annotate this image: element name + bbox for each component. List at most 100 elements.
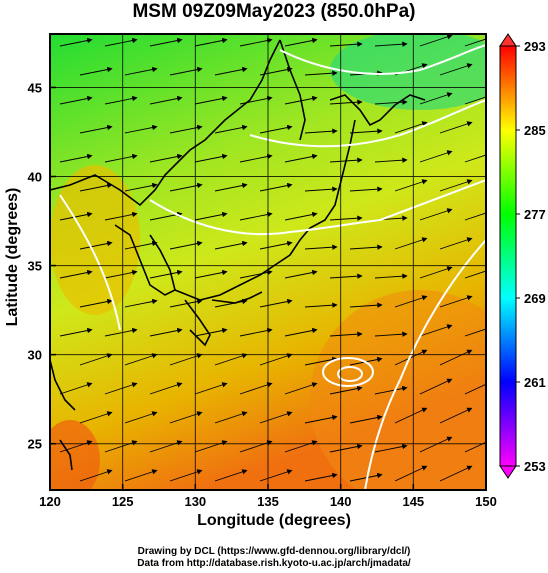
streamline xyxy=(214,124,248,134)
x-tick-label: 150 xyxy=(475,494,497,509)
streamline xyxy=(169,353,203,366)
streamline xyxy=(284,211,318,221)
streamline xyxy=(464,96,486,105)
streamline xyxy=(394,465,428,482)
streamline xyxy=(464,441,486,453)
streamline xyxy=(59,95,93,105)
streamline xyxy=(259,240,293,250)
x-tick-label: 135 xyxy=(257,494,279,509)
streamline xyxy=(79,182,113,192)
streamline xyxy=(239,37,273,47)
streamline xyxy=(419,436,453,453)
streamline xyxy=(149,382,183,395)
colorbar-tick-label: 253 xyxy=(524,459,546,474)
streamline xyxy=(104,95,138,105)
streamline xyxy=(374,443,408,453)
streamline xyxy=(374,157,408,163)
streamline xyxy=(419,34,453,47)
graticule xyxy=(50,34,486,490)
streamline xyxy=(304,128,338,134)
colorbar: 293 285 277 269 261 253 xyxy=(499,33,546,479)
streamline xyxy=(214,411,248,424)
streamline xyxy=(214,182,248,192)
streamline xyxy=(284,37,318,47)
streamline xyxy=(124,182,158,192)
streamline xyxy=(419,208,453,221)
streamline xyxy=(349,302,383,308)
streamline xyxy=(439,295,473,308)
footer-credit-drawing: Drawing by DCL (https://www.gfd-dennou.o… xyxy=(137,546,411,557)
streamline xyxy=(194,95,228,105)
streamline xyxy=(124,240,158,250)
streamline xyxy=(79,353,113,366)
streamline xyxy=(239,153,273,163)
map-title: MSM 09Z09May2023 (850.0hPa) xyxy=(132,1,416,22)
streamline xyxy=(304,70,338,76)
streamline xyxy=(124,298,158,308)
streamline xyxy=(394,295,428,308)
streamline xyxy=(214,469,248,482)
streamline xyxy=(374,385,408,395)
streamline xyxy=(329,273,363,279)
streamline xyxy=(59,269,93,279)
streamline xyxy=(304,244,338,250)
x-tick-label: 120 xyxy=(39,494,61,509)
streamline xyxy=(79,298,113,308)
streamline xyxy=(284,269,318,279)
streamline xyxy=(124,124,158,134)
streamline xyxy=(439,63,473,76)
streamline xyxy=(149,269,183,279)
streamline xyxy=(304,472,338,482)
streamline xyxy=(79,240,113,250)
streamline xyxy=(169,411,203,424)
streamline xyxy=(284,327,318,337)
streamline xyxy=(304,356,338,366)
x-tick-label: 140 xyxy=(330,494,352,509)
y-axis-ticks: 25 30 35 40 45 xyxy=(28,80,56,452)
streamline xyxy=(394,121,428,134)
streamlines xyxy=(59,34,486,482)
streamline xyxy=(419,324,453,337)
streamline xyxy=(259,66,293,76)
streamline xyxy=(124,353,158,366)
colorbar-upper-triangle xyxy=(499,33,517,47)
streamline xyxy=(124,469,158,482)
streamline xyxy=(149,327,183,337)
streamline xyxy=(194,37,228,47)
streamline xyxy=(259,298,293,308)
streamline xyxy=(79,411,113,424)
streamline xyxy=(439,237,473,250)
streamline xyxy=(104,327,138,337)
streamline xyxy=(284,382,318,395)
streamline xyxy=(239,95,273,105)
streamline xyxy=(439,465,473,482)
streamline xyxy=(464,328,486,337)
streamline xyxy=(464,212,486,221)
colorbar-tick-label: 261 xyxy=(524,375,546,390)
streamline xyxy=(214,66,248,76)
streamline xyxy=(214,240,248,250)
coastlines xyxy=(50,39,426,471)
streamline xyxy=(59,153,93,163)
streamline xyxy=(304,302,338,308)
streamline xyxy=(149,153,183,163)
streamline xyxy=(104,211,138,221)
warm-area-east xyxy=(310,290,486,490)
y-tick-label: 45 xyxy=(28,80,42,95)
streamline xyxy=(329,385,363,395)
streamline xyxy=(214,353,248,366)
streamline xyxy=(239,269,273,279)
colorbar-lower-triangle xyxy=(499,465,517,479)
streamline xyxy=(194,327,228,337)
streamline xyxy=(169,469,203,482)
streamline xyxy=(124,411,158,424)
streamline xyxy=(169,66,203,76)
x-axis-label: Longitude (degrees) xyxy=(197,512,351,529)
streamline xyxy=(194,269,228,279)
colorbar-scale xyxy=(499,45,517,467)
streamline xyxy=(169,182,203,192)
x-axis-ticks: 120 125 130 135 140 145 150 xyxy=(39,484,497,509)
streamline xyxy=(79,124,113,134)
streamline xyxy=(169,124,203,134)
